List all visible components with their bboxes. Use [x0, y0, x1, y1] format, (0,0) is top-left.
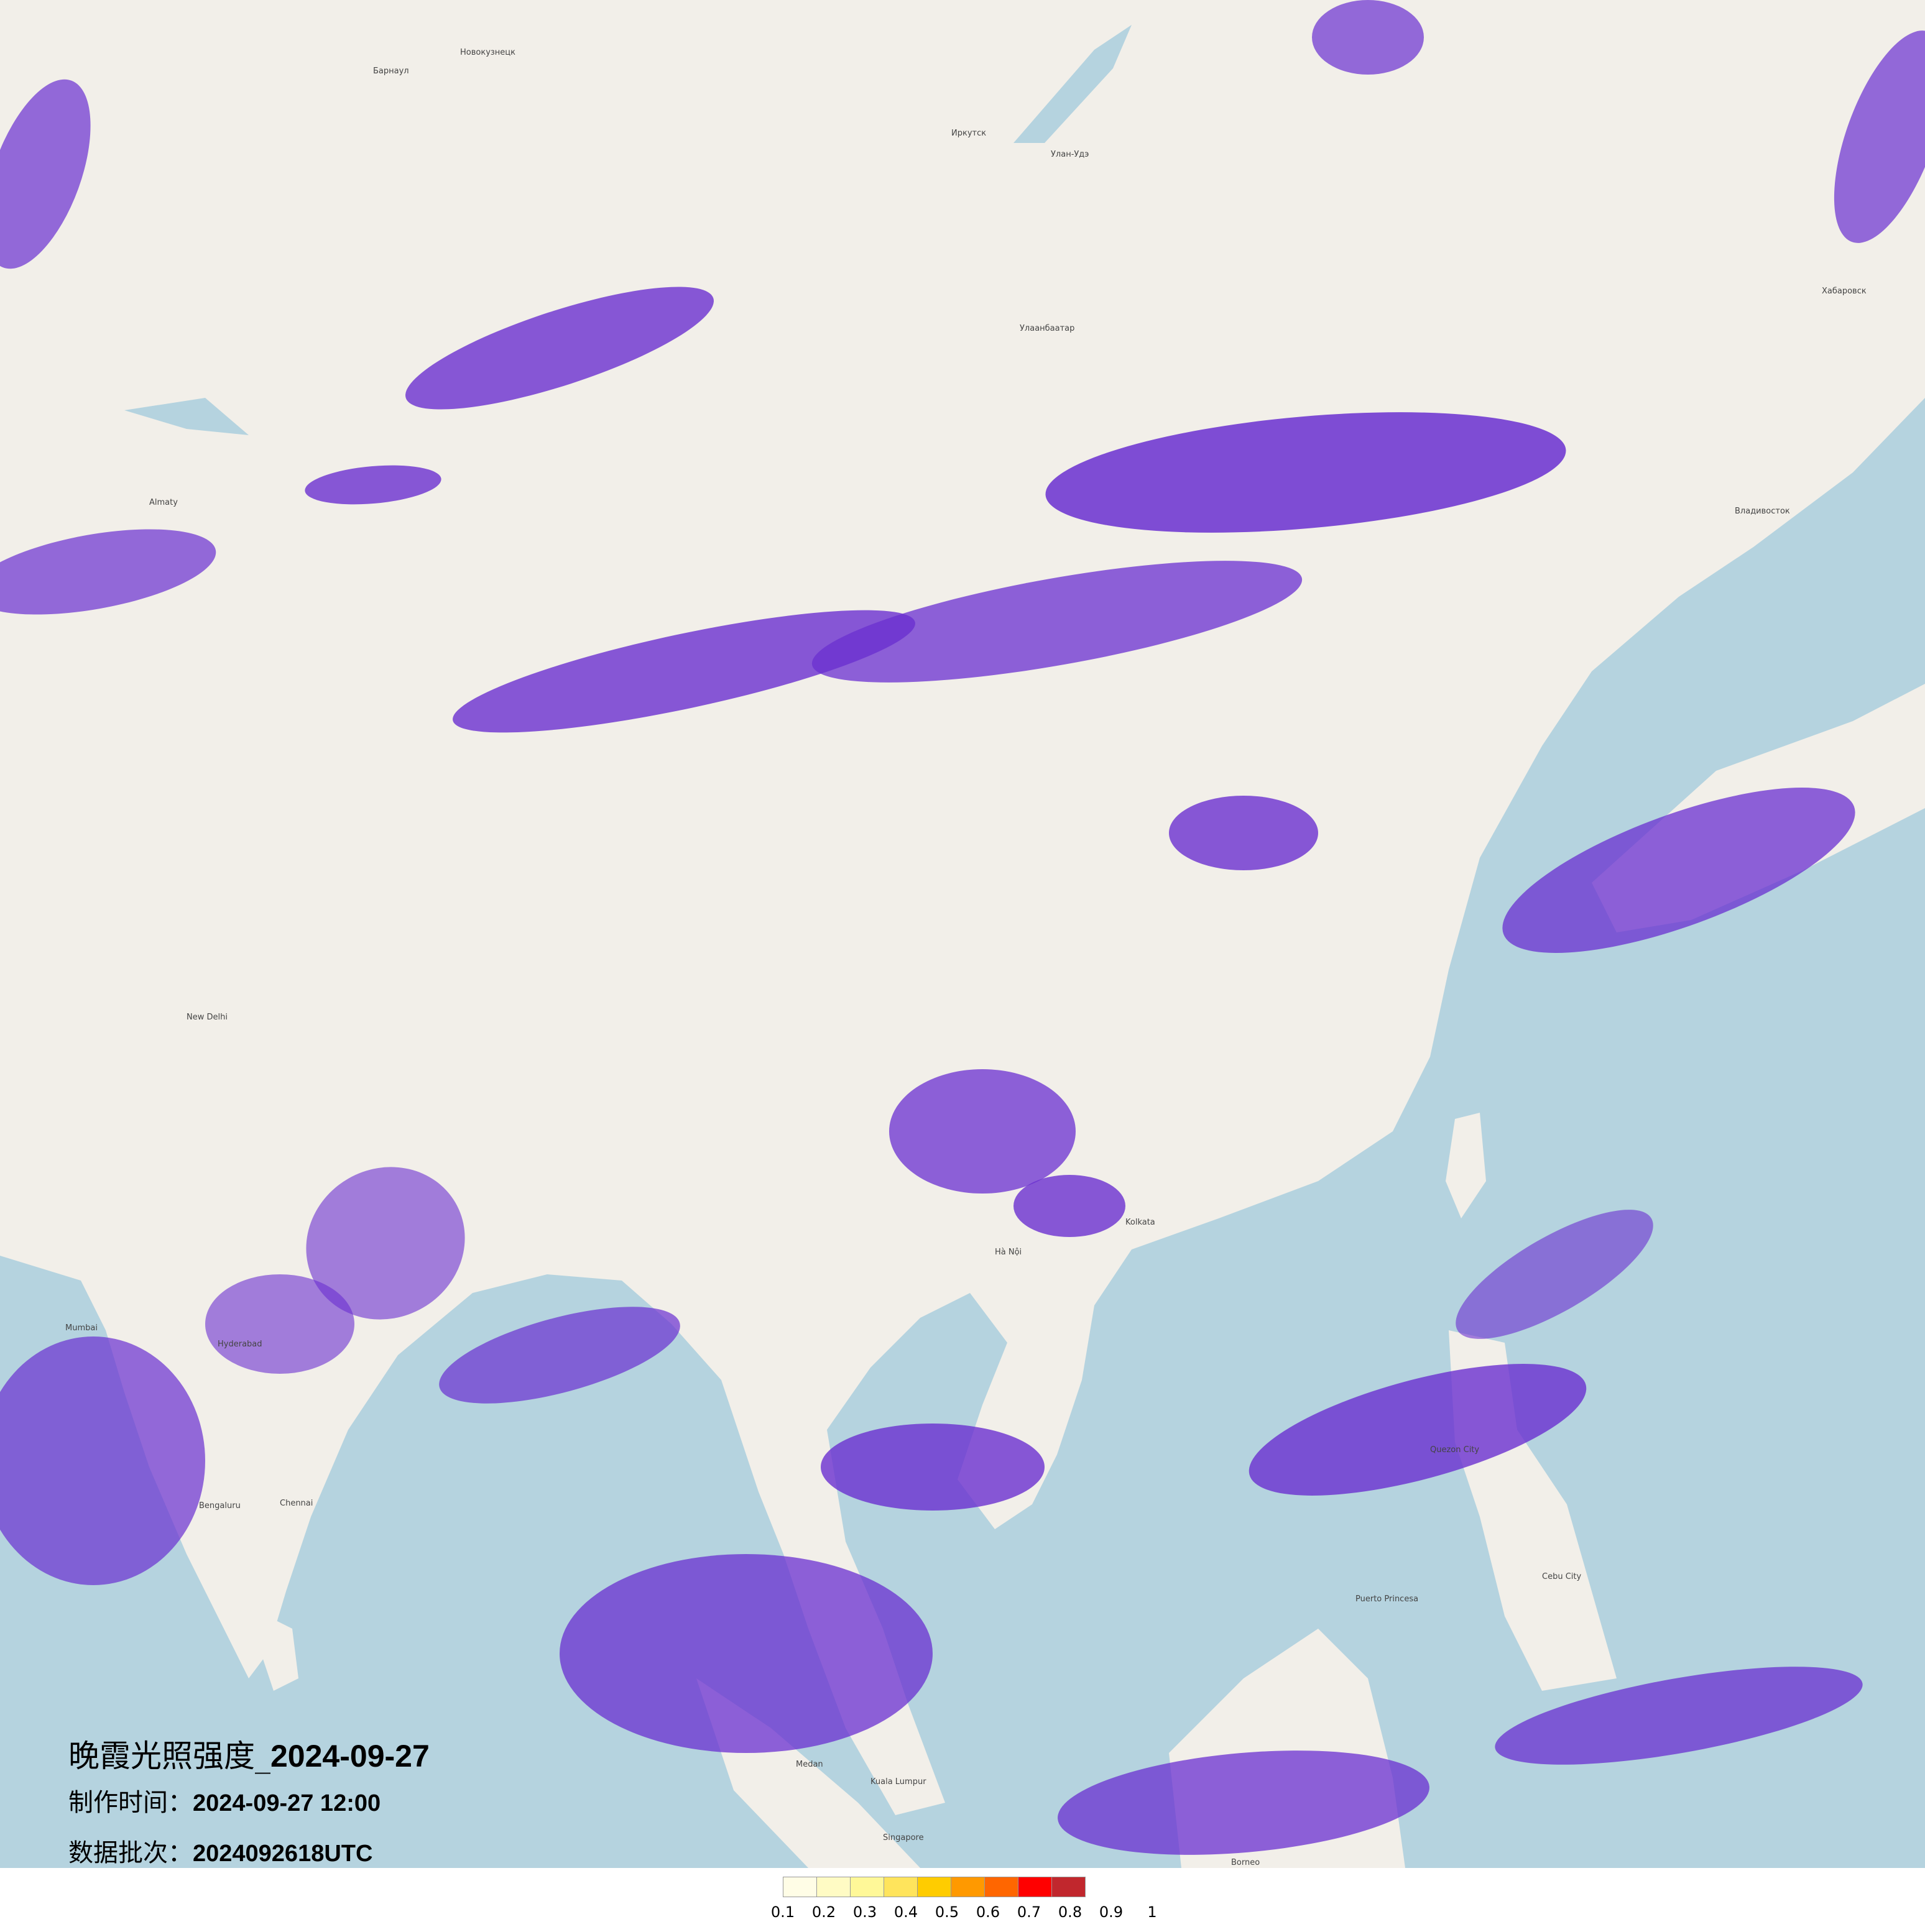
- city-label: Bengaluru: [199, 1501, 241, 1511]
- city-label: Medan: [796, 1760, 823, 1769]
- legend-label: 0.5: [935, 1903, 959, 1921]
- legend-label: 0.4: [893, 1903, 918, 1921]
- intensity-patch: [1169, 796, 1318, 870]
- intensity-patch: [306, 1167, 465, 1320]
- city-label: Иркутск: [951, 129, 986, 138]
- legend-labels: 0.1 0.2 0.3 0.4 0.5 0.6 0.7 0.8 0.9 1: [762, 1903, 1166, 1926]
- city-label: Барнаул: [373, 67, 409, 76]
- intensity-patch: [0, 1336, 205, 1585]
- intensity-patch: [205, 1274, 354, 1374]
- legend-label: 0.3: [852, 1903, 877, 1921]
- intensity-patch: [439, 1307, 680, 1404]
- legend-swatch: [1052, 1877, 1085, 1897]
- legend-label: 0.6: [976, 1903, 1000, 1921]
- intensity-patch: [1502, 788, 1855, 953]
- intensity-patch: [1045, 412, 1566, 533]
- legend-swatch: [783, 1877, 817, 1897]
- legend-swatch: [918, 1877, 951, 1897]
- city-label: Chennai: [280, 1499, 313, 1508]
- city-label: New Delhi: [187, 1013, 228, 1022]
- intensity-patch: [0, 529, 216, 615]
- legend-swatch: [1018, 1877, 1052, 1897]
- color-legend: [783, 1877, 1086, 1897]
- intensity-patch: [1456, 1210, 1653, 1339]
- city-label: Borneo: [1231, 1858, 1260, 1867]
- city-label: Almaty: [149, 498, 178, 507]
- city-label: Mumbai: [65, 1323, 98, 1333]
- intensity-patch: [0, 79, 91, 269]
- city-label: Puerto Princesa: [1355, 1594, 1418, 1604]
- data-batch: 数据批次：2024092618UTC: [68, 1839, 373, 1867]
- legend-label: 0.8: [1058, 1903, 1083, 1921]
- city-label: Cebu City: [1542, 1572, 1581, 1581]
- intensity-patch: [305, 465, 441, 505]
- intensity-patch: [811, 561, 1303, 683]
- legend-swatch: [985, 1877, 1018, 1897]
- intensity-patch: [1058, 1750, 1429, 1855]
- legend-label: 0.2: [811, 1903, 836, 1921]
- city-label: Хабаровск: [1822, 287, 1867, 296]
- legend-swatch: [851, 1877, 884, 1897]
- city-label: Kuala Lumpur: [870, 1777, 926, 1787]
- legend-swatch: [951, 1877, 985, 1897]
- city-label: Владивосток: [1735, 507, 1790, 516]
- legend-swatch: [884, 1877, 918, 1897]
- city-labels: Барнаул Новокузнецк Иркутск Улан-Удэ Улаанба…: [65, 48, 1867, 1867]
- city-label: Hyderabad: [218, 1340, 262, 1349]
- intensity-patch: [1312, 0, 1424, 75]
- city-label: Новокузнецк: [460, 48, 515, 57]
- city-label: Singapore: [883, 1833, 924, 1842]
- map-title: 晚霞光照强度_2024-09-27: [68, 1738, 430, 1774]
- land-taiwan: [1446, 1113, 1486, 1218]
- intensity-patch: [889, 1069, 1076, 1194]
- sunset-intensity-overlay: [0, 0, 1925, 1855]
- legend-label: 0.7: [1017, 1903, 1041, 1921]
- intensity-patch: [821, 1424, 1045, 1511]
- legend-swatch: [817, 1877, 851, 1897]
- intensity-patch: [453, 610, 915, 733]
- city-label: Kolkata: [1125, 1218, 1155, 1227]
- city-label: Улан-Удэ: [1051, 150, 1089, 159]
- lake-balkhash: [124, 398, 249, 435]
- intensity-patch: [1249, 1364, 1587, 1496]
- production-time: 制作时间：2024-09-27 12:00: [68, 1788, 381, 1817]
- intensity-patch: [1495, 1667, 1863, 1765]
- legend-label: 0.9: [1099, 1903, 1124, 1921]
- title-block: 晚霞光照强度_2024-09-27 制作时间：2024-09-27 12:00 …: [68, 1734, 430, 1879]
- basemap: Барнаул Новокузнецк Иркутск Улан-Удэ Улаанба…: [0, 0, 1925, 1868]
- intensity-patch: [1834, 30, 1925, 243]
- lake-baikal: [1013, 25, 1132, 143]
- city-label: Hà Nội: [995, 1248, 1022, 1257]
- legend-label: 0.1: [770, 1903, 795, 1921]
- intensity-patch: [560, 1554, 933, 1753]
- land-sri-lanka: [261, 1616, 298, 1691]
- city-label: Quezon City: [1430, 1445, 1479, 1455]
- intensity-patch: [405, 287, 714, 410]
- legend-label: 1: [1147, 1903, 1157, 1921]
- city-label: Улаанбаатар: [1020, 324, 1074, 333]
- intensity-patch: [1013, 1175, 1125, 1237]
